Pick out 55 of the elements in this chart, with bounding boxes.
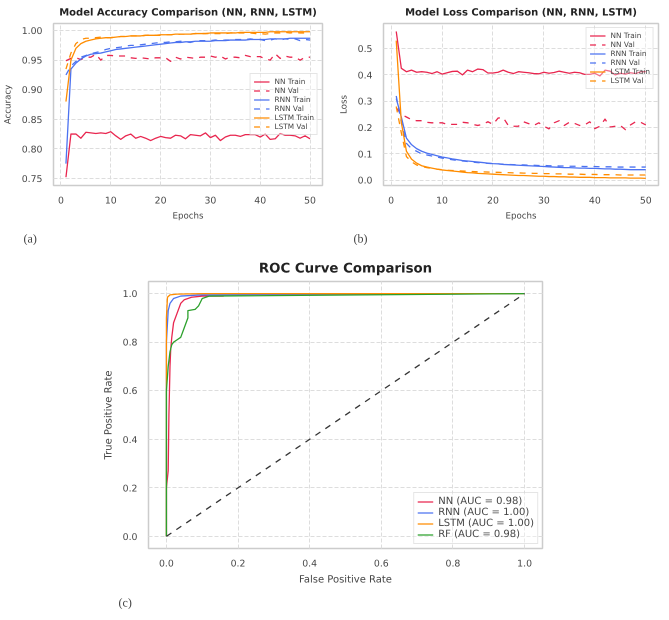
line-series: [65, 131, 311, 178]
x-tick-label: 0.6: [374, 558, 389, 570]
y-axis-title: Accuracy: [4, 84, 14, 124]
x-tick-label: 0.4: [302, 558, 318, 570]
legend-label: RNN (AUC = 1.00): [438, 507, 530, 518]
x-axis-title: Epochs: [505, 212, 537, 222]
legend-label: NN (AUC = 0.98): [438, 496, 522, 507]
y-tick-label: 1.00: [22, 26, 43, 38]
x-tick-label: 40: [588, 196, 601, 206]
y-tick-label: 0.95: [22, 56, 43, 67]
y-axis-title: Loss: [340, 94, 350, 114]
line-series: [396, 107, 646, 130]
x-tick-label: 0: [388, 196, 394, 206]
x-tick-label: 40: [254, 196, 266, 206]
x-tick-label: 10: [436, 196, 448, 206]
x-tick-label: 50: [640, 196, 652, 206]
text: (c): [118, 596, 132, 610]
y-tick-label: 0.6: [122, 386, 138, 398]
y-tick-label: 0.5: [358, 44, 373, 56]
chart-title: ROC Curve Comparison: [258, 262, 432, 276]
legend-label: RF (AUC = 0.98): [438, 529, 520, 540]
x-axis-title: False Positive Rate: [299, 574, 392, 586]
legend-label: LSTM (AUC = 1.00): [438, 518, 534, 529]
line-series: [65, 53, 311, 62]
y-tick-label: 0.75: [22, 174, 43, 185]
text: (b): [354, 232, 368, 246]
y-tick-label: 0.85: [22, 114, 43, 126]
x-tick-label: 30: [538, 196, 550, 206]
y-axis-title: True Positive Rate: [104, 370, 115, 461]
y-tick-label: 0.4: [122, 434, 138, 446]
x-tick-label: 0.0: [158, 558, 174, 570]
x-tick-label: 0: [58, 196, 64, 206]
x-tick-label: 30: [204, 196, 216, 206]
x-axis-title: Epochs: [172, 212, 204, 222]
x-tick-label: 0.2: [230, 558, 246, 570]
y-tick-label: 0.90: [22, 85, 43, 96]
text: (a): [24, 232, 37, 246]
y-tick-label: 0.80: [22, 144, 43, 156]
x-tick-label: 20: [154, 196, 167, 206]
y-tick-label: 1.0: [122, 289, 138, 300]
x-tick-label: 0.8: [446, 558, 460, 570]
y-tick-label: 0.2: [358, 123, 373, 134]
chart-title: Model Accuracy Comparison (NN, RNN, LSTM): [59, 8, 317, 18]
x-tick-label: 10: [104, 196, 117, 206]
y-tick-label: 0.2: [122, 483, 138, 494]
x-tick-label: 1.0: [517, 558, 532, 570]
y-tick-label: 0.1: [358, 149, 373, 160]
y-tick-label: 0.0: [358, 176, 373, 187]
x-tick-label: 50: [304, 196, 316, 206]
chart-title: Model Loss Comparison (NN, RNN, LSTM): [405, 8, 637, 18]
y-tick-label: 0.8: [122, 338, 138, 349]
x-tick-label: 20: [487, 196, 499, 206]
y-tick-label: 0.4: [358, 70, 373, 82]
y-tick-label: 0.0: [122, 532, 138, 543]
y-tick-label: 0.3: [358, 96, 373, 108]
